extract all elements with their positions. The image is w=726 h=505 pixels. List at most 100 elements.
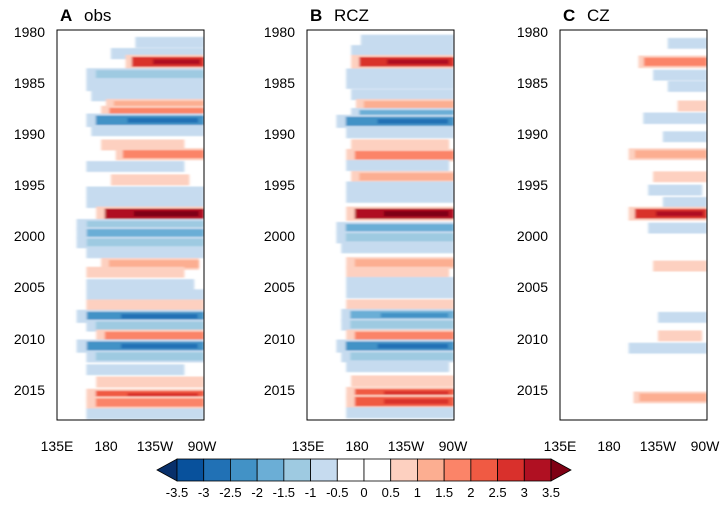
colorbar-box-3 <box>256 458 285 482</box>
anomaly-band-1-9 <box>354 129 454 137</box>
anomaly-band-2-7 <box>634 150 707 159</box>
anomaly-core-0-33 <box>127 393 199 398</box>
panel-c-x-axis: 135E 180 135W 90W <box>544 438 721 454</box>
anomaly-band-1-4 <box>354 79 454 87</box>
panel-c-ytick-1980: 1980 <box>517 24 548 40</box>
panel-c-xtick-180: 180 <box>597 438 621 454</box>
anomaly-band-0-9 <box>100 127 204 135</box>
anomaly-band-2-8 <box>657 173 707 181</box>
panel-a-ytick-1980: 1980 <box>14 24 45 40</box>
colorbar-label-3: -2 <box>251 485 263 500</box>
anomaly-band-1-30 <box>354 363 450 371</box>
anomaly-core-1-33 <box>383 399 449 404</box>
panel-a-label: A <box>60 6 72 25</box>
anomaly-band-1-22 <box>354 278 454 286</box>
panel-c-plot <box>628 37 707 404</box>
panel-c-title: CZ <box>587 6 610 25</box>
colorbar-boxes <box>156 458 572 482</box>
anomaly-band-1-14 <box>354 183 454 191</box>
colorbar-label-0: -3.5 <box>166 485 188 500</box>
panel-b-title: RCZ <box>334 6 369 25</box>
panel-b-ytick-1990: 1990 <box>264 126 295 142</box>
panel-a-xtick-180: 180 <box>94 438 118 454</box>
anomaly-core-0-26 <box>121 314 198 319</box>
anomaly-band-2-9 <box>652 186 703 194</box>
colorbar: -3.5 -3 -2.5 -2 -1.5 -1 -0.5 0 0.5 1 1.5… <box>156 458 572 500</box>
panel-a-ytick-2010: 2010 <box>14 331 45 347</box>
anomaly-band-0-19 <box>86 238 204 247</box>
colorbar-label-11: 2 <box>467 485 474 500</box>
panel-b-label: B <box>310 6 322 25</box>
anomaly-band-1-17 <box>345 223 454 233</box>
colorbar-box-13 <box>523 458 552 482</box>
panel-c-ytick-2010: 2010 <box>517 331 548 347</box>
anomaly-band-1-0 <box>368 36 454 44</box>
panel-a-xtick-135w: 135W <box>137 438 174 454</box>
anomaly-core-1-8 <box>377 119 449 124</box>
panel-c-xtick-90w: 90W <box>691 438 721 454</box>
panel-b-xtick-180: 180 <box>345 438 369 454</box>
anomaly-band-0-25 <box>95 301 204 309</box>
panel-b-ytick-1980: 1980 <box>264 24 295 40</box>
anomaly-band-1-13 <box>359 173 454 181</box>
anomaly-band-0-1 <box>118 50 204 58</box>
anomaly-band-0-18 <box>86 229 204 238</box>
anomaly-band-1-18 <box>345 233 454 242</box>
colorbar-label-6: -0.5 <box>326 485 348 500</box>
anomaly-band-1-3 <box>354 70 454 78</box>
anomaly-band-1-34 <box>354 409 454 417</box>
anomaly-band-1-15 <box>354 193 454 201</box>
anomaly-band-2-4 <box>679 102 707 110</box>
panel-a-y-axis: 1980 1985 1990 1995 2000 2005 2010 2015 <box>14 24 45 398</box>
anomaly-band-1-23 <box>354 289 454 297</box>
panel-a-ytick-1985: 1985 <box>14 75 45 91</box>
panel-b-ytick-1995: 1995 <box>264 177 295 193</box>
panel-a-ytick-2015: 2015 <box>14 382 45 398</box>
anomaly-band-0-24 <box>95 291 204 299</box>
panel-c: C CZ 1980 1985 1990 1995 2000 2005 2010 … <box>517 6 720 454</box>
anomaly-band-2-17 <box>639 393 707 402</box>
colorbar-box-4 <box>283 458 311 482</box>
anomaly-band-0-20 <box>95 249 204 257</box>
panel-b-ytick-1985: 1985 <box>264 75 295 91</box>
anomaly-band-0-14 <box>95 188 204 196</box>
colorbar-arrow-left <box>156 458 178 482</box>
anomaly-core-1-16 <box>383 211 449 217</box>
anomaly-band-1-31 <box>359 377 454 385</box>
colorbar-box-12 <box>497 458 525 482</box>
anomaly-band-0-22 <box>94 268 185 276</box>
panel-a-title: obs <box>84 6 111 25</box>
panel-c-y-axis: 1980 1985 1990 1995 2000 2005 2010 2015 <box>517 24 548 398</box>
anomaly-band-2-2 <box>657 71 707 79</box>
colorbar-labels: -3.5 -3 -2.5 -2 -1.5 -1 -0.5 0 0.5 1 1.5… <box>166 485 560 500</box>
anomaly-band-0-32 <box>104 378 204 386</box>
panel-c-ytick-2005: 2005 <box>517 279 548 295</box>
anomaly-band-1-19 <box>350 243 454 252</box>
anomaly-band-1-5 <box>359 91 454 99</box>
anomaly-band-0-10 <box>107 141 185 149</box>
colorbar-box-2 <box>230 458 258 482</box>
anomaly-band-0-12 <box>94 163 185 170</box>
anomaly-band-0-6 <box>113 101 204 109</box>
anomaly-band-0-31 <box>94 366 185 374</box>
anomaly-core-1-32 <box>383 391 449 396</box>
anomaly-band-2-1 <box>643 57 707 67</box>
panel-c-label: C <box>563 6 575 25</box>
panel-a-xtick-90w: 90W <box>188 438 218 454</box>
anomaly-band-1-11 <box>354 150 454 160</box>
anomaly-band-0-23 <box>95 281 195 288</box>
anomaly-band-2-5 <box>648 114 707 122</box>
anomaly-core-0-29 <box>121 343 198 349</box>
colorbar-box-5 <box>310 458 338 482</box>
panel-b-x-axis: 135E 180 135W 90W <box>292 438 469 454</box>
panel-b-xtick-135e: 135E <box>292 438 325 454</box>
anomaly-band-1-20 <box>354 259 454 267</box>
panel-a-x-axis: 135E 180 135W 90W <box>41 438 218 454</box>
anomaly-core-0-8 <box>127 117 199 123</box>
panel-c-ytick-1985: 1985 <box>517 75 548 91</box>
anomaly-band-0-28 <box>104 331 204 340</box>
colorbar-label-7: 0 <box>360 485 367 500</box>
panel-b: B RCZ 1980 1985 1990 1995 2000 2005 2010… <box>264 6 468 454</box>
colorbar-label-8: 0.5 <box>382 485 400 500</box>
panel-b-frame <box>306 29 455 421</box>
